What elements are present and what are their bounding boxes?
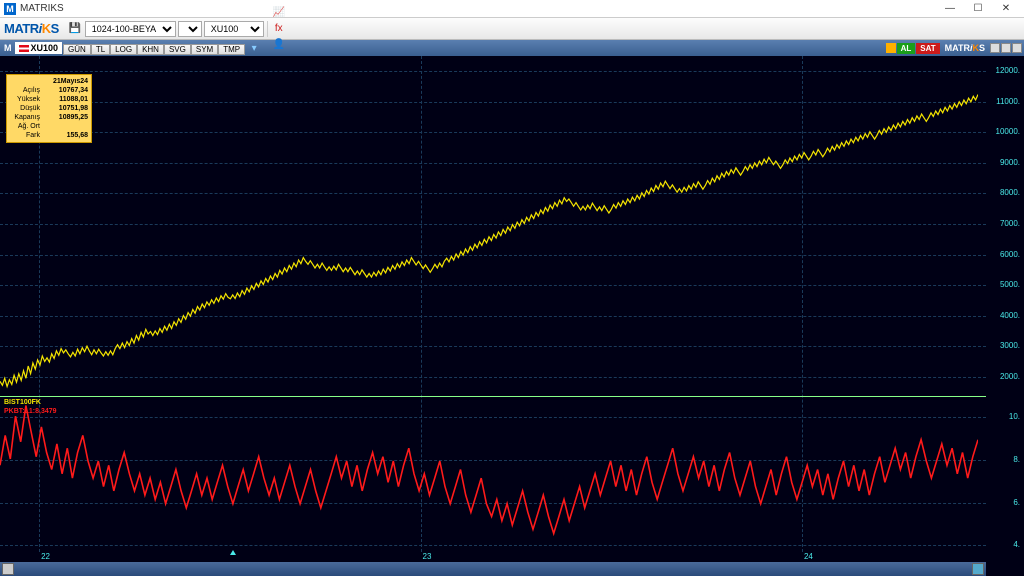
chart-area: 2000.3000.4000.5000.6000.7000.8000.9000.…	[0, 56, 1024, 576]
toolbar-icon[interactable]: fx	[271, 21, 287, 37]
chart-mode-button[interactable]: TL	[91, 44, 110, 55]
scroll-right-button[interactable]	[972, 563, 984, 575]
chart-mode-button[interactable]: GÜN	[63, 44, 91, 55]
main-yaxis: 2000.3000.4000.5000.6000.7000.8000.9000.…	[986, 56, 1024, 392]
price-line	[0, 56, 978, 392]
window-title: MATRIKS	[20, 3, 936, 14]
ohlc-tooltip: 21Mayıs24 Açılış10767,34Yüksek11088,01Dü…	[6, 74, 92, 143]
scroll-left-button[interactable]	[2, 563, 14, 575]
minimize-button[interactable]: —	[936, 2, 964, 16]
chart-m-icon: M	[4, 43, 12, 53]
period-select[interactable]: 1	[178, 21, 202, 37]
chart-symbol[interactable]: XU100	[15, 42, 63, 54]
app-logo: MATRiKS	[4, 21, 59, 36]
buy-badge[interactable]: AL	[897, 43, 916, 54]
chart-mode-button[interactable]: KHN	[137, 44, 164, 55]
panel-max-icon[interactable]	[1001, 43, 1011, 53]
chart-scrollbar[interactable]	[0, 562, 986, 576]
main-chart-panel[interactable]	[0, 56, 986, 392]
sub-yaxis: 4.6.8.10.	[986, 396, 1024, 556]
warn-icon[interactable]	[886, 43, 896, 53]
chart-dropdown-icon[interactable]: ▾	[246, 40, 262, 56]
chart-mode-button[interactable]: SVG	[164, 44, 191, 55]
chart-mode-button[interactable]: LOG	[110, 44, 137, 55]
maximize-button[interactable]: ☐	[964, 2, 992, 16]
panel-min-icon[interactable]	[990, 43, 1000, 53]
indicator-line	[0, 397, 978, 557]
flag-icon	[19, 45, 29, 52]
chart-header: M XU100 GÜNTLLOGKHNSVGSYMTMP ▾ AL SAT MA…	[0, 40, 1024, 56]
toolbar-icon[interactable]: 👤	[271, 37, 287, 53]
close-button[interactable]: ✕	[992, 2, 1020, 16]
save-icon[interactable]: 💾	[67, 21, 83, 37]
ohlc-date: 21Mayıs24	[53, 77, 88, 86]
header-brand: MATRiKS	[945, 43, 985, 53]
window-titlebar: M MATRIKS — ☐ ✕	[0, 0, 1024, 18]
panel-close-icon[interactable]	[1012, 43, 1022, 53]
main-toolbar: MATRiKS 💾 1024-100-BEYA 1 XU100 🔍✕📊⚙🖥≡∞S…	[0, 18, 1024, 40]
sell-badge[interactable]: SAT	[916, 43, 939, 54]
sub-chart-panel[interactable]: BIST100FK PKBT:L1:8,3479	[0, 396, 986, 556]
x-axis: 222324	[0, 552, 986, 562]
toolbar-icon[interactable]: 📈	[271, 5, 287, 21]
app-icon: M	[4, 3, 16, 15]
layout-select[interactable]: 1024-100-BEYA	[85, 21, 176, 37]
chart-mode-button[interactable]: TMP	[218, 44, 245, 55]
symbol-select[interactable]: XU100	[204, 21, 264, 37]
chart-mode-button[interactable]: SYM	[191, 44, 218, 55]
